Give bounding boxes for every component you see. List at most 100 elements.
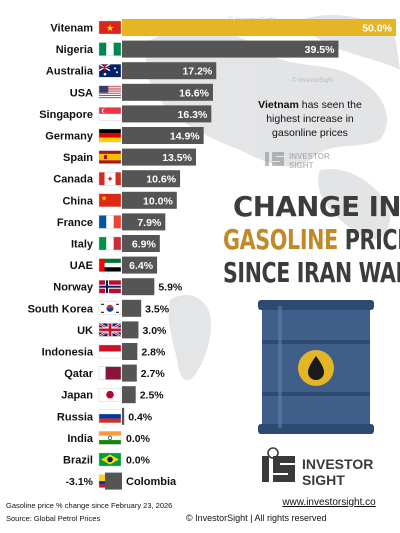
country-label-colombia: Colombia [126,476,177,488]
value-label-australia: 17.2% [182,66,212,78]
bar-canada [122,170,181,188]
bar-uk [122,321,139,339]
brand-name-line1: INVESTOR [302,456,373,472]
country-label-uae: UAE [70,260,93,272]
bar-france [122,213,166,231]
de-flag-icon [98,128,122,143]
bar-australia [122,62,217,80]
br-flag-icon [98,452,122,467]
brand-name-line2: SIGHT [302,472,345,488]
value-label-uk: 3.0% [142,325,167,337]
fr-flag-icon [98,215,122,229]
ca-flag-icon: ✦ [98,171,122,186]
annotation: Vietnam has seen the highest increase in… [258,99,362,139]
bar-germany [122,127,204,144]
jp-flag-icon [98,388,122,402]
country-label-uk: UK [77,325,93,337]
value-label-singapore: 16.3% [178,109,208,121]
value-label-colombia: -3.1% [66,476,94,488]
it-flag-icon [98,236,122,251]
country-label-germany: Germany [45,131,94,143]
footnote: Gasoline price % change since February 2… [6,501,172,510]
bar-usa [122,83,213,101]
country-label-russia: Russia [57,411,94,423]
value-label-italy: 6.9% [132,239,157,251]
country-label-brazil: Brazil [63,455,93,467]
value-label-spain: 13.5% [162,152,192,164]
title-line-1: CHANGE IN [233,190,400,223]
value-label-brazil: 0.0% [126,455,151,467]
brand-small-line1: INVESTOR [289,152,330,161]
value-label-nigeria: 39.5% [305,44,335,56]
value-label-vitenam: 50.0% [362,23,392,35]
bar-japan [122,386,136,404]
country-label-singapore: Singapore [39,109,93,121]
bar-spain [122,148,196,166]
bar-colombia [105,472,122,490]
country-label-indonesia: Indonesia [42,347,94,359]
brand-logo: INVESTOR SIGHT [262,447,373,488]
no-flag-icon [98,280,122,294]
bar-qatar [122,364,137,382]
vn-flag-icon: ★ [98,20,122,35]
bar-nigeria [122,40,339,58]
country-label-south-korea: South Korea [28,303,94,315]
ru-flag-icon [98,409,122,423]
au-flag-icon [98,63,122,78]
svg-text:highest increase in: highest increase in [266,113,354,125]
country-label-norway: Norway [53,282,94,294]
value-label-france: 7.9% [137,217,162,229]
gb-flag-icon [98,322,122,338]
brand-small-line2: SIGHT [289,161,314,170]
country-label-nigeria: Nigeria [56,44,94,56]
svg-text:★: ★ [106,23,114,33]
bar-norway [122,278,155,296]
value-label-qatar: 2.7% [141,368,166,380]
svg-text:✦: ✦ [106,174,114,184]
country-label-china: China [62,195,93,207]
country-label-usa: USA [70,87,93,99]
bar-vitenam [122,19,396,36]
value-label-russia: 0.4% [128,411,153,423]
chart-title: CHANGE IN GASOLINE PRICESINCE IRAN WAR [223,190,400,289]
qa-flag-icon [98,366,122,380]
country-label-vitenam: Vitenam [50,23,93,35]
bar-china [122,191,177,209]
watermark-right: © InvestorSight [292,77,333,84]
ae-flag-icon [98,258,122,272]
svg-text:gasonline prices: gasonline prices [272,127,348,139]
us-flag-icon [98,85,122,100]
oil-barrel-icon [258,300,374,434]
cn-flag-icon: ★ [98,193,122,208]
country-label-italy: Italy [71,239,94,251]
bar-italy [122,235,160,252]
source-note: Source: Global Petrol Prices [6,514,100,523]
value-label-indonesia: 2.8% [141,347,166,359]
bar-indonesia [122,343,138,360]
brand-logo-small: INVESTOR SIGHT [265,152,330,170]
country-label-australia: Australia [46,66,94,78]
value-label-usa: 16.6% [179,87,209,99]
svg-text:★: ★ [101,194,107,202]
country-label-india: India [67,433,94,445]
svg-text:Vietnam has seen the: Vietnam has seen the [258,99,362,111]
value-label-japan: 2.5% [140,390,165,402]
title-line-3: SINCE IRAN WAR [223,256,400,289]
es-flag-icon [98,150,122,164]
bar-singapore [122,105,212,123]
annotation-bold: Vietnam [258,99,299,111]
value-label-uae: 6.4% [129,260,154,272]
value-label-india: 0.0% [126,433,151,445]
bar-russia [122,407,125,425]
sg-flag-icon [98,107,122,121]
bar-uae [122,256,158,274]
value-label-norway: 5.9% [158,282,183,294]
website-link[interactable]: www.investorsight.co [281,497,376,508]
flag-icons: ★ ✦ ★ [98,20,122,488]
country-label-qatar: Qatar [64,368,93,380]
copyright: © InvestorSight | All rights reserved [186,513,327,523]
value-label-germany: 14.9% [170,131,200,143]
value-label-canada: 10.6% [146,174,176,186]
